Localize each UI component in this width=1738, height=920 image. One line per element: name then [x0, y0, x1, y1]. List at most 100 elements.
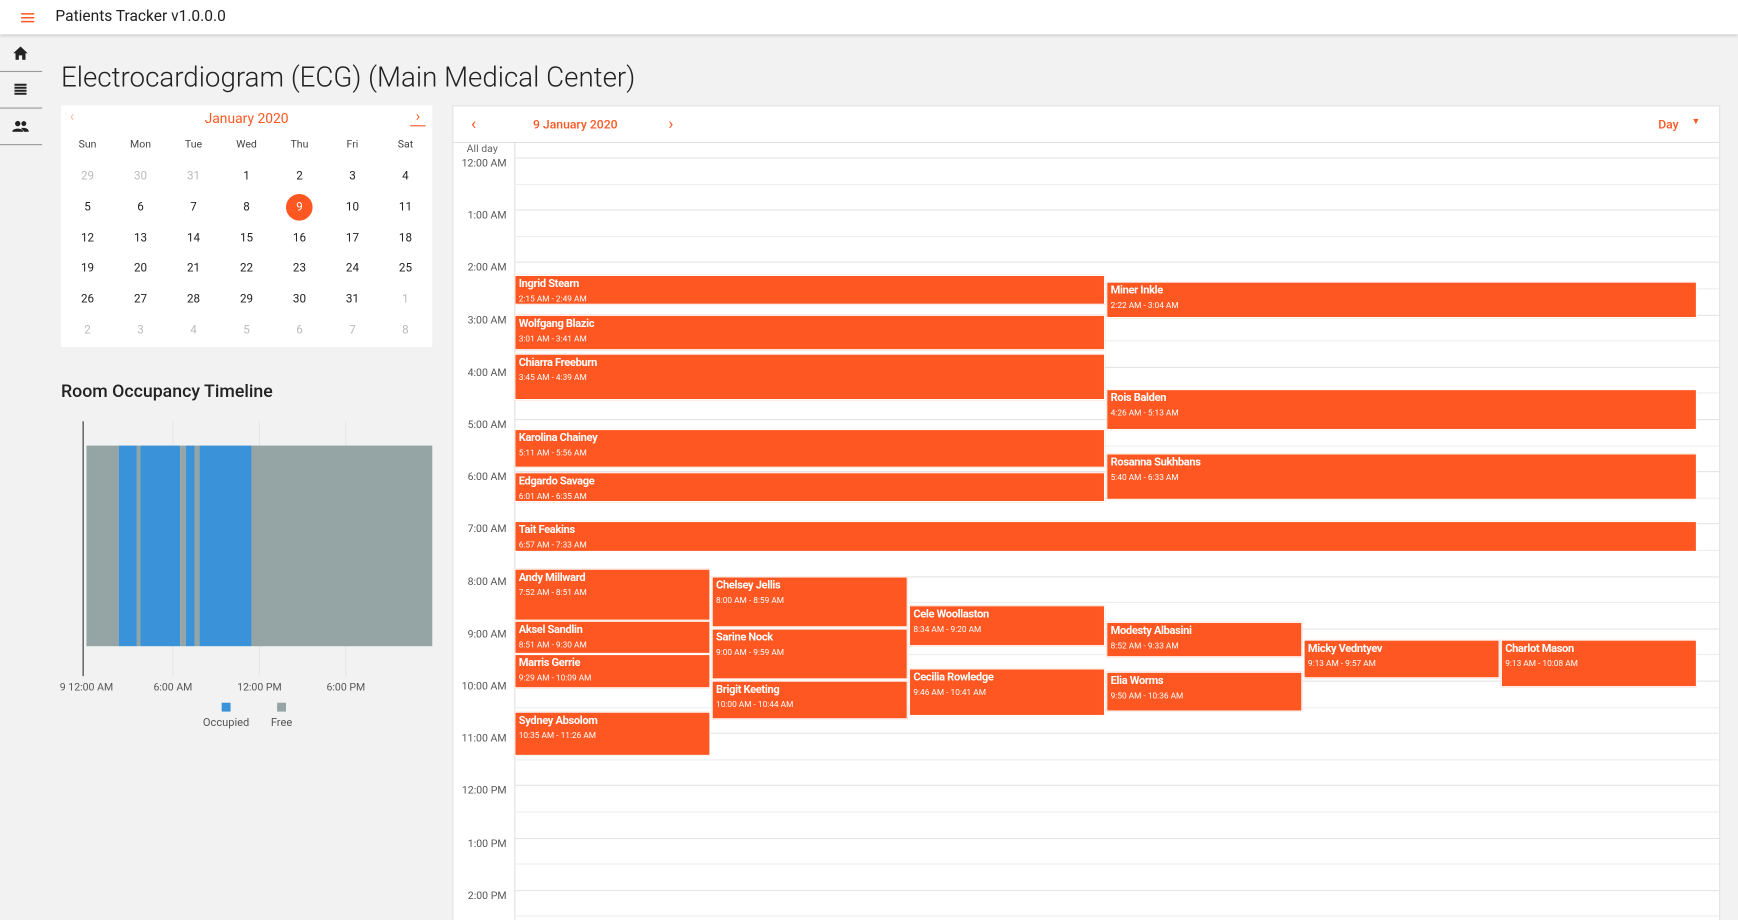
grid-line — [514, 837, 1720, 839]
day[interactable]: 13 — [133, 230, 148, 245]
appointment[interactable]: Ingrid Stearn 2:15 AM - 2:49 AM — [514, 275, 1106, 305]
day[interactable]: 31 — [186, 168, 201, 183]
day[interactable]: 2 — [84, 322, 91, 337]
appointment[interactable]: Aksel Sandlin 8:51 AM - 9:30 AM — [514, 620, 711, 655]
day[interactable]: 8 — [402, 322, 409, 337]
appointment[interactable]: Cecilia Rowledge 9:46 AM - 10:41 AM — [908, 668, 1106, 717]
patient-name: Chelsey Jellis — [716, 579, 781, 592]
day[interactable]: 4 — [190, 322, 197, 337]
day[interactable]: 5 — [243, 322, 250, 337]
day[interactable]: 16 — [292, 230, 307, 245]
day[interactable]: 6 — [137, 199, 144, 214]
appointment[interactable]: Sydney Absolom 10:35 AM - 11:26 AM — [514, 711, 711, 756]
appointment[interactable]: Cele Woollaston 8:34 AM - 9:20 AM — [908, 605, 1106, 646]
prev-month[interactable]: ‹ — [69, 108, 75, 126]
appointment-time: 10:00 AM - 10:44 AM — [716, 699, 794, 710]
day[interactable]: 1 — [243, 168, 250, 183]
appointment[interactable]: Tait Feakins 6:57 AM - 7:33 AM — [514, 520, 1697, 553]
day[interactable]: 25 — [398, 260, 413, 276]
patient-name: Elia Worms — [1110, 675, 1164, 688]
day[interactable]: 11 — [398, 199, 413, 214]
menu-button[interactable] — [21, 12, 35, 23]
nav-list[interactable] — [14, 83, 27, 95]
patient-name: Chiarra Freeburn — [518, 356, 598, 370]
appointment[interactable]: Charlot Mason 9:13 AM - 10:08 AM — [1500, 639, 1697, 688]
day[interactable]: 31 — [345, 291, 360, 307]
day[interactable]: 12 — [81, 230, 95, 245]
day[interactable]: 24 — [345, 260, 360, 276]
appointment-time: 5:40 AM - 6:33 AM — [1110, 472, 1179, 483]
appointment[interactable]: Rosanna Sukhbans 5:40 AM - 6:33 AM — [1106, 453, 1697, 501]
day[interactable]: 19 — [81, 260, 95, 276]
appointment[interactable]: Miner Inkle 2:22 AM - 3:04 AM — [1106, 281, 1697, 318]
day[interactable]: 3 — [137, 322, 144, 337]
day[interactable]: 10 — [345, 199, 360, 214]
occupancy-segment — [180, 445, 186, 647]
day[interactable]: 8 — [243, 199, 250, 214]
appointment[interactable]: Edgardo Savage 6:01 AM - 6:35 AM — [514, 472, 1106, 502]
patient-name: Brigit Keeting — [716, 683, 780, 697]
appointment[interactable]: Chelsey Jellis 8:00 AM - 8:59 AM — [711, 575, 908, 628]
appointment[interactable]: Sarine Nock 9:00 AM - 9:59 AM — [711, 628, 908, 680]
appointment-time: 9:50 AM - 10:36 AM — [1110, 690, 1184, 701]
day[interactable]: 1 — [402, 291, 409, 307]
x-tick-label: 9 12:00 AM — [60, 681, 113, 694]
legend-swatch — [277, 702, 286, 712]
appointment[interactable]: Chiarra Freeburn 3:45 AM - 4:39 AM — [514, 353, 1106, 401]
day[interactable]: 6 — [296, 322, 303, 337]
day[interactable]: 27 — [133, 291, 148, 307]
appointment[interactable]: Elia Worms 9:50 AM - 10:36 AM — [1106, 671, 1303, 712]
grid-line — [514, 209, 1720, 211]
appointment[interactable]: Wolfgang Blazic 3:01 AM - 3:41 AM — [514, 315, 1106, 351]
day[interactable]: 2 — [296, 168, 303, 183]
hour-label: 4:00 AM — [467, 366, 507, 379]
day[interactable]: 26 — [81, 291, 95, 307]
day[interactable]: 30 — [292, 291, 307, 307]
appointment[interactable]: Karolina Chainey 5:11 AM - 5:56 AM — [514, 428, 1106, 468]
day[interactable]: 4 — [402, 168, 409, 183]
day[interactable]: 23 — [292, 260, 307, 276]
day[interactable]: 18 — [398, 230, 413, 245]
appointment-time: 6:57 AM - 7:33 AM — [518, 539, 587, 550]
prev-day[interactable]: ‹ — [471, 114, 477, 135]
day[interactable]: 9 — [296, 199, 303, 214]
appointment[interactable]: Marris Gerrie 9:29 AM - 10:09 AM — [514, 653, 711, 689]
header-divider — [453, 141, 1720, 143]
appointment[interactable]: Micky Vedntyev 9:13 AM - 9:57 AM — [1303, 639, 1500, 678]
patient-name: Andy Millward — [518, 572, 586, 585]
weekday-label: Sat — [397, 138, 414, 151]
day[interactable]: 29 — [81, 168, 95, 183]
day[interactable]: 22 — [239, 260, 254, 276]
appointment-time: 3:01 AM - 3:41 AM — [518, 334, 587, 345]
day[interactable]: 21 — [186, 260, 201, 276]
x-tick-label: 6:00 AM — [153, 681, 192, 694]
appointment[interactable]: Brigit Keeting 10:00 AM - 10:44 AM — [711, 680, 908, 719]
grid-line — [514, 602, 1720, 604]
appointment[interactable]: Rois Balden 4:26 AM - 5:13 AM — [1106, 389, 1697, 431]
appointment[interactable]: Andy Millward 7:52 AM - 8:51 AM — [514, 568, 711, 621]
day[interactable]: 5 — [84, 199, 91, 214]
patient-name: Modesty Albasini — [1110, 624, 1192, 637]
day[interactable]: 30 — [133, 168, 148, 183]
nav-people[interactable] — [12, 120, 29, 132]
x-tick-label: 12:00 PM — [237, 681, 282, 694]
patient-name: Cele Woollaston — [913, 608, 989, 622]
day[interactable]: 14 — [186, 230, 201, 245]
day[interactable]: 15 — [239, 230, 254, 245]
day[interactable]: 7 — [349, 322, 356, 337]
day[interactable]: 7 — [190, 199, 197, 214]
next-month[interactable]: › — [410, 109, 426, 127]
next-day[interactable]: › — [668, 114, 674, 135]
appointment[interactable]: Modesty Albasini 8:52 AM - 9:33 AM — [1106, 621, 1303, 658]
day[interactable]: 17 — [345, 230, 360, 245]
day[interactable]: 29 — [239, 291, 254, 307]
day[interactable]: 28 — [186, 291, 201, 307]
nav-home[interactable] — [13, 46, 28, 60]
day[interactable]: 20 — [133, 260, 148, 276]
day[interactable]: 3 — [349, 168, 356, 183]
view-select[interactable]: Day — [1658, 117, 1679, 132]
occupancy-segment — [185, 445, 195, 647]
date-label[interactable]: 9 January 2020 — [532, 117, 618, 132]
